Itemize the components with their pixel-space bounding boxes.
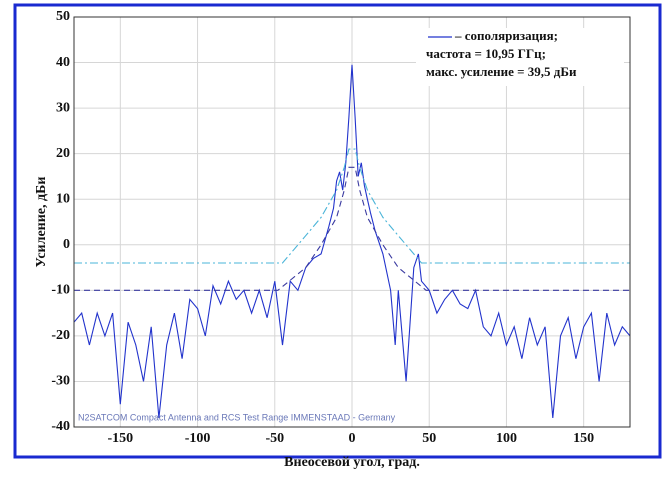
y-tick-label: 20 bbox=[56, 146, 70, 161]
y-tick-label: 40 bbox=[56, 55, 70, 70]
y-tick-label: 30 bbox=[56, 100, 70, 115]
series-line bbox=[74, 166, 630, 291]
y-axis-label: Усиление, дБи bbox=[34, 177, 49, 268]
x-tick-label: -100 bbox=[185, 431, 211, 446]
y-tick-label: -40 bbox=[51, 419, 70, 434]
x-tick-label: 0 bbox=[349, 431, 356, 446]
x-axis-label: Внеосевой угол, град. bbox=[284, 455, 420, 470]
annotation: макс. усиление = 39,5 дБи bbox=[426, 64, 577, 79]
annotation: частота = 10,95 ГГц; bbox=[426, 46, 546, 61]
watermark: N2SATCOM Compact Antenna and RCS Test Ra… bbox=[78, 412, 396, 422]
y-tick-label: 10 bbox=[56, 191, 70, 206]
x-tick-label: 150 bbox=[573, 431, 594, 446]
legend-box bbox=[416, 28, 624, 86]
y-tick-label: 50 bbox=[56, 9, 70, 24]
y-tick-label: 0 bbox=[63, 237, 70, 252]
y-tick-label: -30 bbox=[51, 374, 70, 389]
series-line bbox=[73, 64, 631, 418]
legend-entry: – сополяризация; bbox=[454, 28, 558, 43]
plot bbox=[73, 64, 631, 418]
x-tick-label: 50 bbox=[422, 431, 436, 446]
plot-border bbox=[73, 16, 631, 428]
frame bbox=[13, 3, 662, 459]
y-tick-label: -10 bbox=[51, 283, 70, 298]
x-tick-label: -50 bbox=[265, 431, 284, 446]
y-tick-label: -20 bbox=[51, 328, 70, 343]
x-tick-label: 100 bbox=[496, 431, 517, 446]
x-tick-label: -150 bbox=[107, 431, 133, 446]
